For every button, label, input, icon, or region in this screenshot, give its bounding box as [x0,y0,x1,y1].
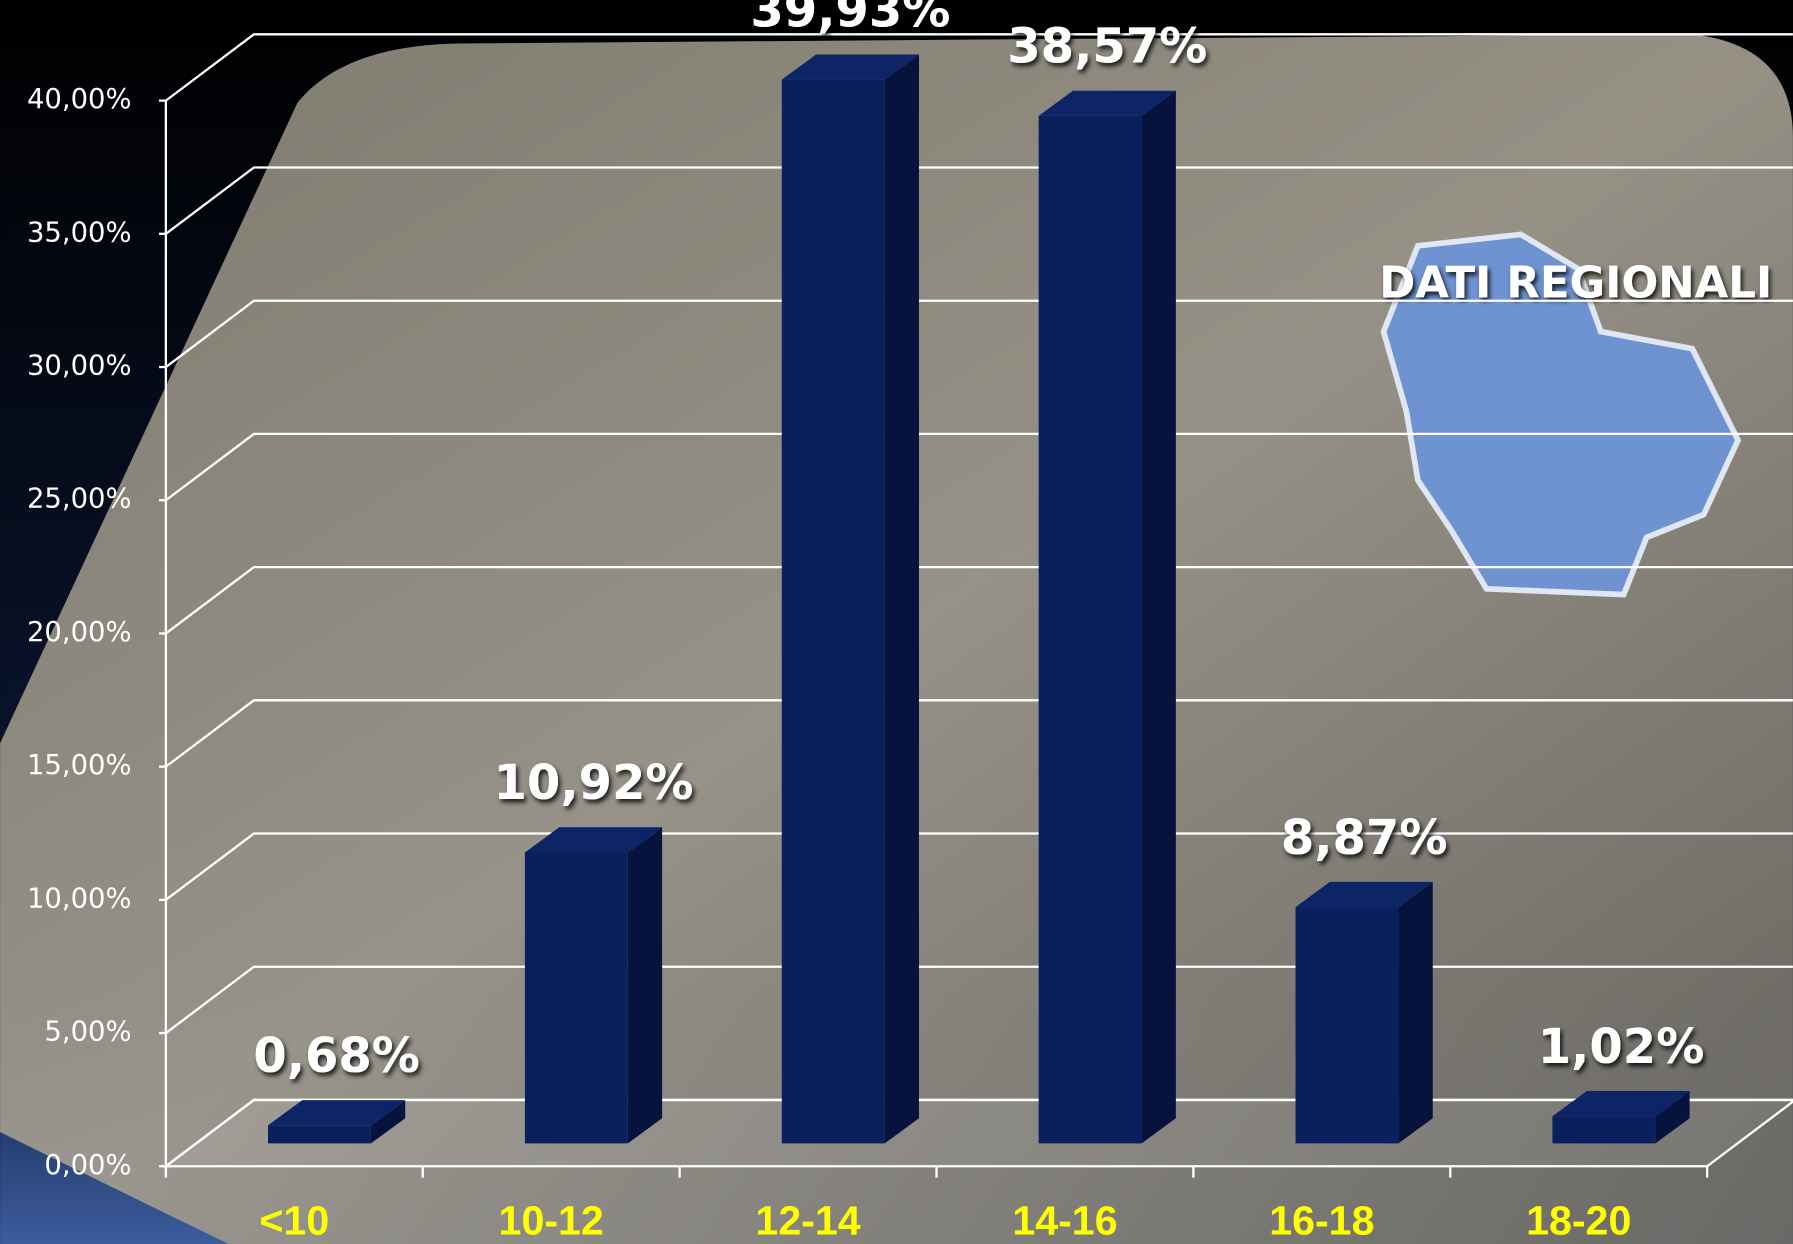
grid-line [165,699,1793,768]
y-tick-label: 20,00% [27,617,132,648]
x-tick-label: 18-20 [1526,1197,1631,1243]
y-tick-label: 35,00% [27,217,132,248]
y-tick-label: 0,00% [44,1150,131,1181]
y-tick-label: 40,00% [27,84,132,115]
x-tick-label: 16-18 [1269,1197,1374,1243]
bar [1038,115,1142,1144]
bar-side [1655,1091,1690,1144]
bar [1295,907,1399,1144]
y-tick-label: 10,00% [27,883,132,914]
bar-side [1141,90,1176,1144]
grid-line [165,432,1793,502]
bar [1552,1116,1656,1144]
grid-line [165,166,1793,235]
bar-top [524,827,663,853]
x-tick-label: <10 [259,1197,329,1243]
value-label: 39,93% [750,0,950,38]
value-label: 8,87% [1281,810,1448,866]
value-label: 38,57% [1007,19,1207,75]
grid-line [165,565,1793,635]
grid-line [165,1098,1793,1168]
bar-top [1295,881,1433,908]
bar-top [781,54,919,80]
bar-side [627,827,663,1144]
bar-side [884,54,919,1144]
grid-line [165,299,1793,368]
bar-top [1552,1091,1690,1117]
y-tick-label: 15,00% [27,750,132,781]
bar-side [1398,881,1433,1144]
x-tick-label: 10-12 [499,1197,604,1243]
value-label: 0,68% [253,1028,420,1084]
bar [524,852,628,1144]
grid-line [165,965,1793,1034]
grid-line [165,832,1793,901]
value-label: 1,02% [1538,1019,1705,1075]
bar [781,79,885,1144]
floor [162,1098,1793,1168]
bar-top [1038,90,1176,116]
bar [268,1125,371,1144]
value-label: 10,92% [494,755,694,811]
bar-side [370,1100,406,1144]
y-tick-label: 5,00% [44,1017,131,1048]
grid-line [165,33,1793,102]
y-tick-label: 25,00% [27,484,132,515]
x-tick-label: 12-14 [755,1197,860,1243]
x-tick-label: 14-16 [1012,1197,1117,1243]
y-tick-label: 30,00% [27,351,132,382]
bar-top [268,1100,406,1126]
